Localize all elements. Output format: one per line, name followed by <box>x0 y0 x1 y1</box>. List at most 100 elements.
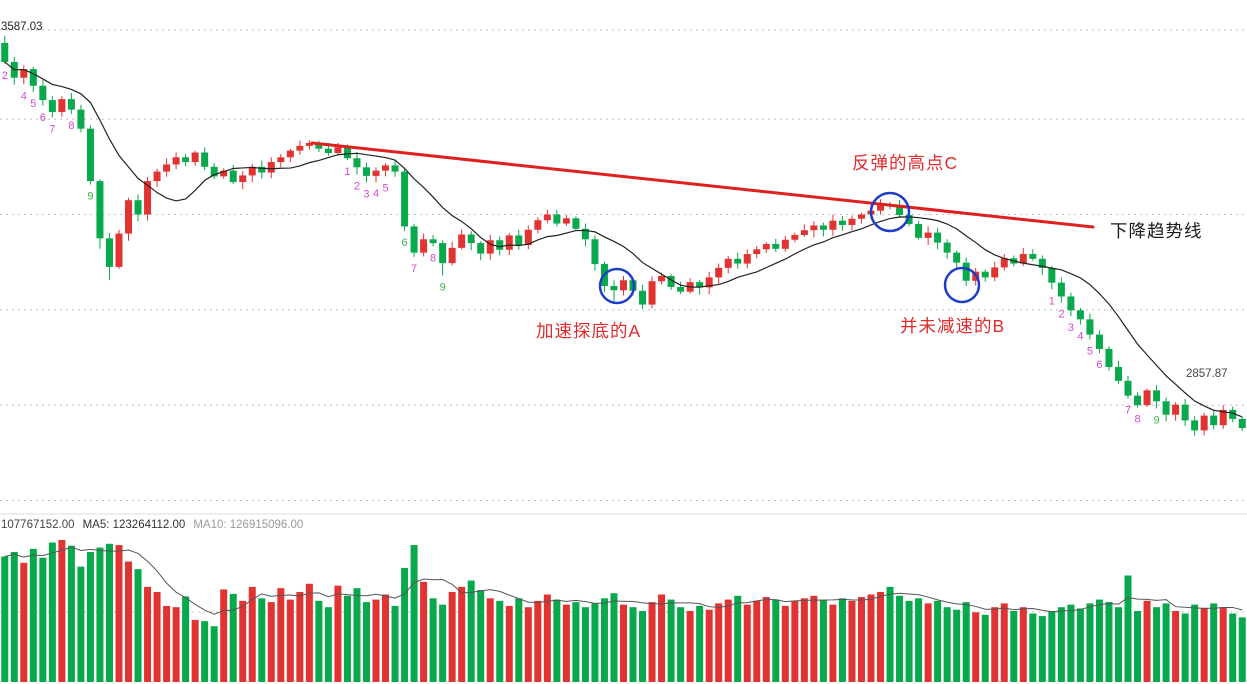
candle <box>1210 415 1218 426</box>
candle <box>153 171 161 182</box>
volume-bar <box>867 594 875 682</box>
highlight-circle-C <box>869 191 911 233</box>
volume-bar <box>857 597 865 682</box>
candle <box>610 285 618 291</box>
volume-bar <box>1143 600 1151 682</box>
candle <box>1038 258 1046 268</box>
volume-bar <box>1029 613 1037 682</box>
volume-ma5-label: MA5: <box>82 519 110 531</box>
candle <box>20 69 28 78</box>
candle <box>201 152 209 167</box>
candle <box>410 226 418 253</box>
sequence-number: 3 <box>363 189 369 201</box>
candle <box>296 145 304 151</box>
downtrend-line <box>310 141 1095 229</box>
highlight-circle-B <box>943 266 981 304</box>
volume-bar <box>896 595 904 682</box>
volume-bar <box>229 593 237 682</box>
gridlines <box>0 29 1247 613</box>
candle <box>1048 267 1056 283</box>
candle <box>477 243 485 254</box>
sequence-number: 1 <box>344 166 350 178</box>
candle <box>524 229 532 245</box>
volume-bar <box>838 598 846 682</box>
volume-bar <box>1153 607 1161 682</box>
volume-bar <box>848 600 856 682</box>
candle <box>1219 409 1227 426</box>
candle <box>220 170 228 177</box>
candle <box>905 214 913 225</box>
candle <box>553 214 561 224</box>
volume-bar <box>420 581 428 682</box>
candle <box>29 69 37 86</box>
candle <box>486 240 494 254</box>
volume-bar <box>182 596 190 682</box>
volume-bar <box>829 604 837 682</box>
volume-bar <box>1 556 9 682</box>
volume-bar <box>658 594 666 682</box>
candle <box>620 280 627 291</box>
candle <box>1134 395 1142 406</box>
volume-bar <box>800 598 808 682</box>
volume-bar <box>410 545 418 682</box>
volume-bar <box>58 540 66 682</box>
candle <box>505 235 513 250</box>
volume-current-value: 107767152.00 <box>1 519 75 531</box>
volume-bar <box>382 594 390 682</box>
volume-bar <box>962 602 970 682</box>
volume-bar <box>67 545 75 682</box>
volume-bar <box>1086 603 1094 682</box>
sequence-number: 4 <box>21 90 27 102</box>
candle <box>144 181 152 215</box>
volume-bars <box>1 540 1246 682</box>
volume-bar <box>29 548 37 682</box>
candle <box>762 244 770 250</box>
volume-ma10-value: MA10: 126915096.00 <box>193 519 303 531</box>
candle <box>134 200 142 215</box>
candle <box>391 165 399 172</box>
candle <box>467 234 475 244</box>
volume-bar <box>277 588 285 682</box>
sequence-number: 2 <box>1058 309 1064 321</box>
volume-bar <box>515 598 523 682</box>
volume-bar <box>1000 603 1008 682</box>
volume-bar <box>201 621 209 682</box>
sequence-number: 5 <box>382 182 388 194</box>
candle <box>401 171 409 227</box>
sequence-number: 5 <box>1087 345 1093 357</box>
sequence-number: 1 <box>1049 295 1055 307</box>
volume-bar <box>543 594 551 682</box>
sequence-number: 6 <box>40 112 46 124</box>
volume-bar <box>48 542 56 682</box>
candle <box>429 239 437 244</box>
candle <box>810 225 818 231</box>
sequence-number: 5 <box>30 98 36 110</box>
candle <box>258 166 266 173</box>
volume-bar <box>125 561 133 682</box>
candle <box>496 240 504 250</box>
volume-bar <box>753 600 761 682</box>
candle <box>448 247 456 264</box>
candle <box>1238 418 1246 429</box>
volume-bar <box>981 614 989 682</box>
candle <box>658 275 666 282</box>
volume-bar <box>1210 603 1218 682</box>
candle <box>667 275 675 287</box>
candle <box>772 244 780 249</box>
candle <box>125 200 133 234</box>
volume-bar <box>248 586 256 682</box>
candle <box>1114 367 1122 381</box>
volume-bar <box>791 600 799 682</box>
volume-bar <box>1105 602 1113 682</box>
candle <box>705 277 713 288</box>
volume-bar <box>724 599 732 682</box>
volume-bar <box>572 602 580 682</box>
volume-bar <box>505 605 513 682</box>
volume-bar <box>220 589 228 682</box>
volume-bar <box>39 557 47 682</box>
candle <box>724 258 732 268</box>
candle <box>962 262 970 281</box>
sequence-number: 6 <box>1096 359 1102 371</box>
candle <box>753 249 761 255</box>
volume-bar <box>96 547 104 682</box>
